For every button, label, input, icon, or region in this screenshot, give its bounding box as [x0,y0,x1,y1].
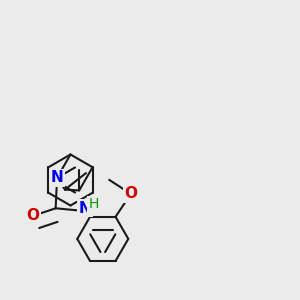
Text: N: N [51,170,64,185]
Text: O: O [26,208,39,224]
Text: H: H [88,197,99,211]
Text: O: O [124,186,137,201]
Text: N: N [78,201,91,216]
